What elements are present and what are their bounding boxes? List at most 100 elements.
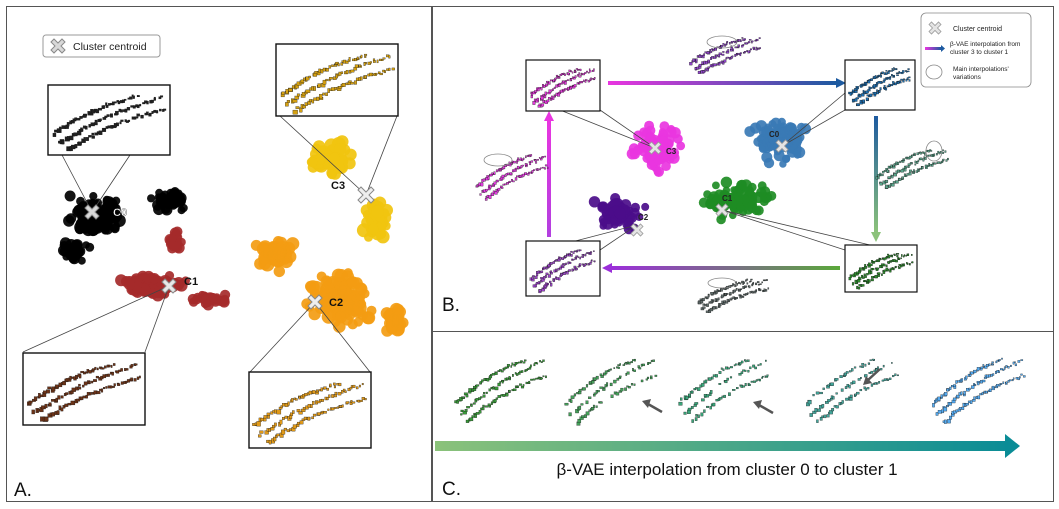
sketch-stroke (880, 74, 882, 78)
sketch-stroke (883, 378, 887, 381)
sketch-stroke (991, 363, 994, 366)
sketch-stroke (508, 389, 511, 393)
sketch-stroke (538, 157, 541, 159)
sketch-stroke (83, 137, 86, 141)
sketch-stroke (706, 303, 709, 307)
sketch-stroke (755, 290, 757, 293)
sketch-stroke (757, 364, 760, 367)
sketch-stroke (759, 288, 762, 292)
sketch-stroke (136, 376, 140, 380)
sketch-stroke (856, 285, 859, 290)
sketch-stroke (827, 399, 831, 403)
sketch-stroke (702, 297, 705, 302)
sketch-stroke (472, 388, 477, 391)
sketch-stroke (567, 86, 570, 90)
sketch-stroke (574, 256, 577, 259)
panel-b-legend-centroid: Cluster centroid (953, 26, 1002, 33)
sketch-stroke (571, 268, 574, 272)
sketch-stroke (709, 390, 713, 394)
sketch-stroke (595, 375, 599, 380)
sketch-stroke (111, 372, 114, 376)
sketch-stroke (105, 102, 108, 106)
point-c1 (203, 299, 211, 308)
sketch-stroke (903, 263, 905, 266)
sketch-stroke (345, 401, 350, 404)
sketch-stroke (127, 119, 131, 122)
sketch-stroke (928, 154, 931, 157)
sketch-stroke (334, 87, 338, 90)
sketch-stroke (328, 394, 331, 398)
point-c2 (331, 317, 341, 327)
sketch-stroke (943, 407, 948, 412)
sketch-stroke (1000, 383, 1003, 385)
sketch-stroke (536, 362, 539, 365)
sketch-stroke (828, 410, 833, 415)
sketch-stroke (713, 56, 717, 59)
sketch-stroke (259, 430, 264, 434)
sketch-stroke (562, 272, 566, 275)
sketch-stroke (690, 390, 694, 394)
sketch-stroke (953, 384, 956, 387)
sketch-stroke (48, 402, 52, 406)
sketch-stroke (862, 276, 865, 279)
sketch-stroke (508, 180, 511, 183)
sketch-stroke (718, 52, 722, 55)
sketch-stroke (338, 86, 343, 89)
sketch-stroke (123, 98, 127, 101)
sketch-stroke (304, 102, 308, 106)
sketch-stroke (345, 70, 349, 74)
point-c1 (756, 187, 767, 198)
sketch-stroke (887, 253, 889, 256)
sketch-stroke (126, 107, 131, 111)
sketch-stroke (76, 117, 81, 121)
sketch-stroke (513, 388, 517, 391)
sketch-stroke (573, 250, 576, 252)
centroid-marker-icon (928, 21, 942, 35)
sketch-stroke (355, 77, 359, 81)
point-c2 (343, 268, 353, 278)
sketch-stroke (573, 84, 577, 88)
point-c2 (623, 218, 634, 229)
sketch-stroke (759, 378, 761, 382)
sketch-stroke (988, 374, 991, 378)
sketch-stroke (544, 164, 548, 167)
sketch-stroke (564, 73, 566, 76)
sketch-stroke (492, 190, 495, 194)
sketch-stroke (765, 279, 768, 281)
sketch-stroke (590, 407, 595, 410)
sketch-stroke (634, 358, 636, 362)
sketch-stroke (552, 261, 555, 264)
sketch-stroke (312, 390, 316, 394)
sketch-stroke (465, 394, 469, 398)
sketch-stroke (116, 370, 120, 374)
point-c0 (163, 198, 173, 208)
sketch-stroke (146, 111, 149, 115)
sketch-stroke (742, 44, 745, 46)
sketch-stroke (325, 92, 328, 96)
sketch-stroke (79, 396, 84, 401)
point-c0 (73, 245, 84, 257)
sketch-stroke (854, 393, 857, 396)
sketch-stroke (890, 267, 893, 271)
sketch-stroke (963, 390, 966, 395)
sketch-stroke (914, 160, 917, 164)
sketch-stroke (877, 366, 879, 370)
sketch-stroke (919, 151, 922, 153)
sketch-stroke (506, 364, 510, 367)
sketch-stroke (493, 399, 497, 403)
sketch-stroke (64, 403, 69, 407)
sketch-stroke (1008, 379, 1012, 382)
sketch-stroke (75, 374, 79, 379)
sketch-stroke (44, 403, 48, 409)
sketch-stroke (511, 362, 514, 366)
sketch-stroke (519, 174, 522, 178)
sketch-stroke (747, 359, 750, 362)
sketch-stroke (1005, 365, 1008, 368)
sketch-stroke (683, 411, 687, 415)
sketch-stroke (902, 80, 905, 83)
sketch-stroke (579, 249, 582, 252)
sketch-stroke (908, 165, 910, 168)
sketch-stroke (608, 368, 611, 372)
sketch-stroke (892, 164, 895, 168)
sketch-stroke (543, 167, 547, 170)
